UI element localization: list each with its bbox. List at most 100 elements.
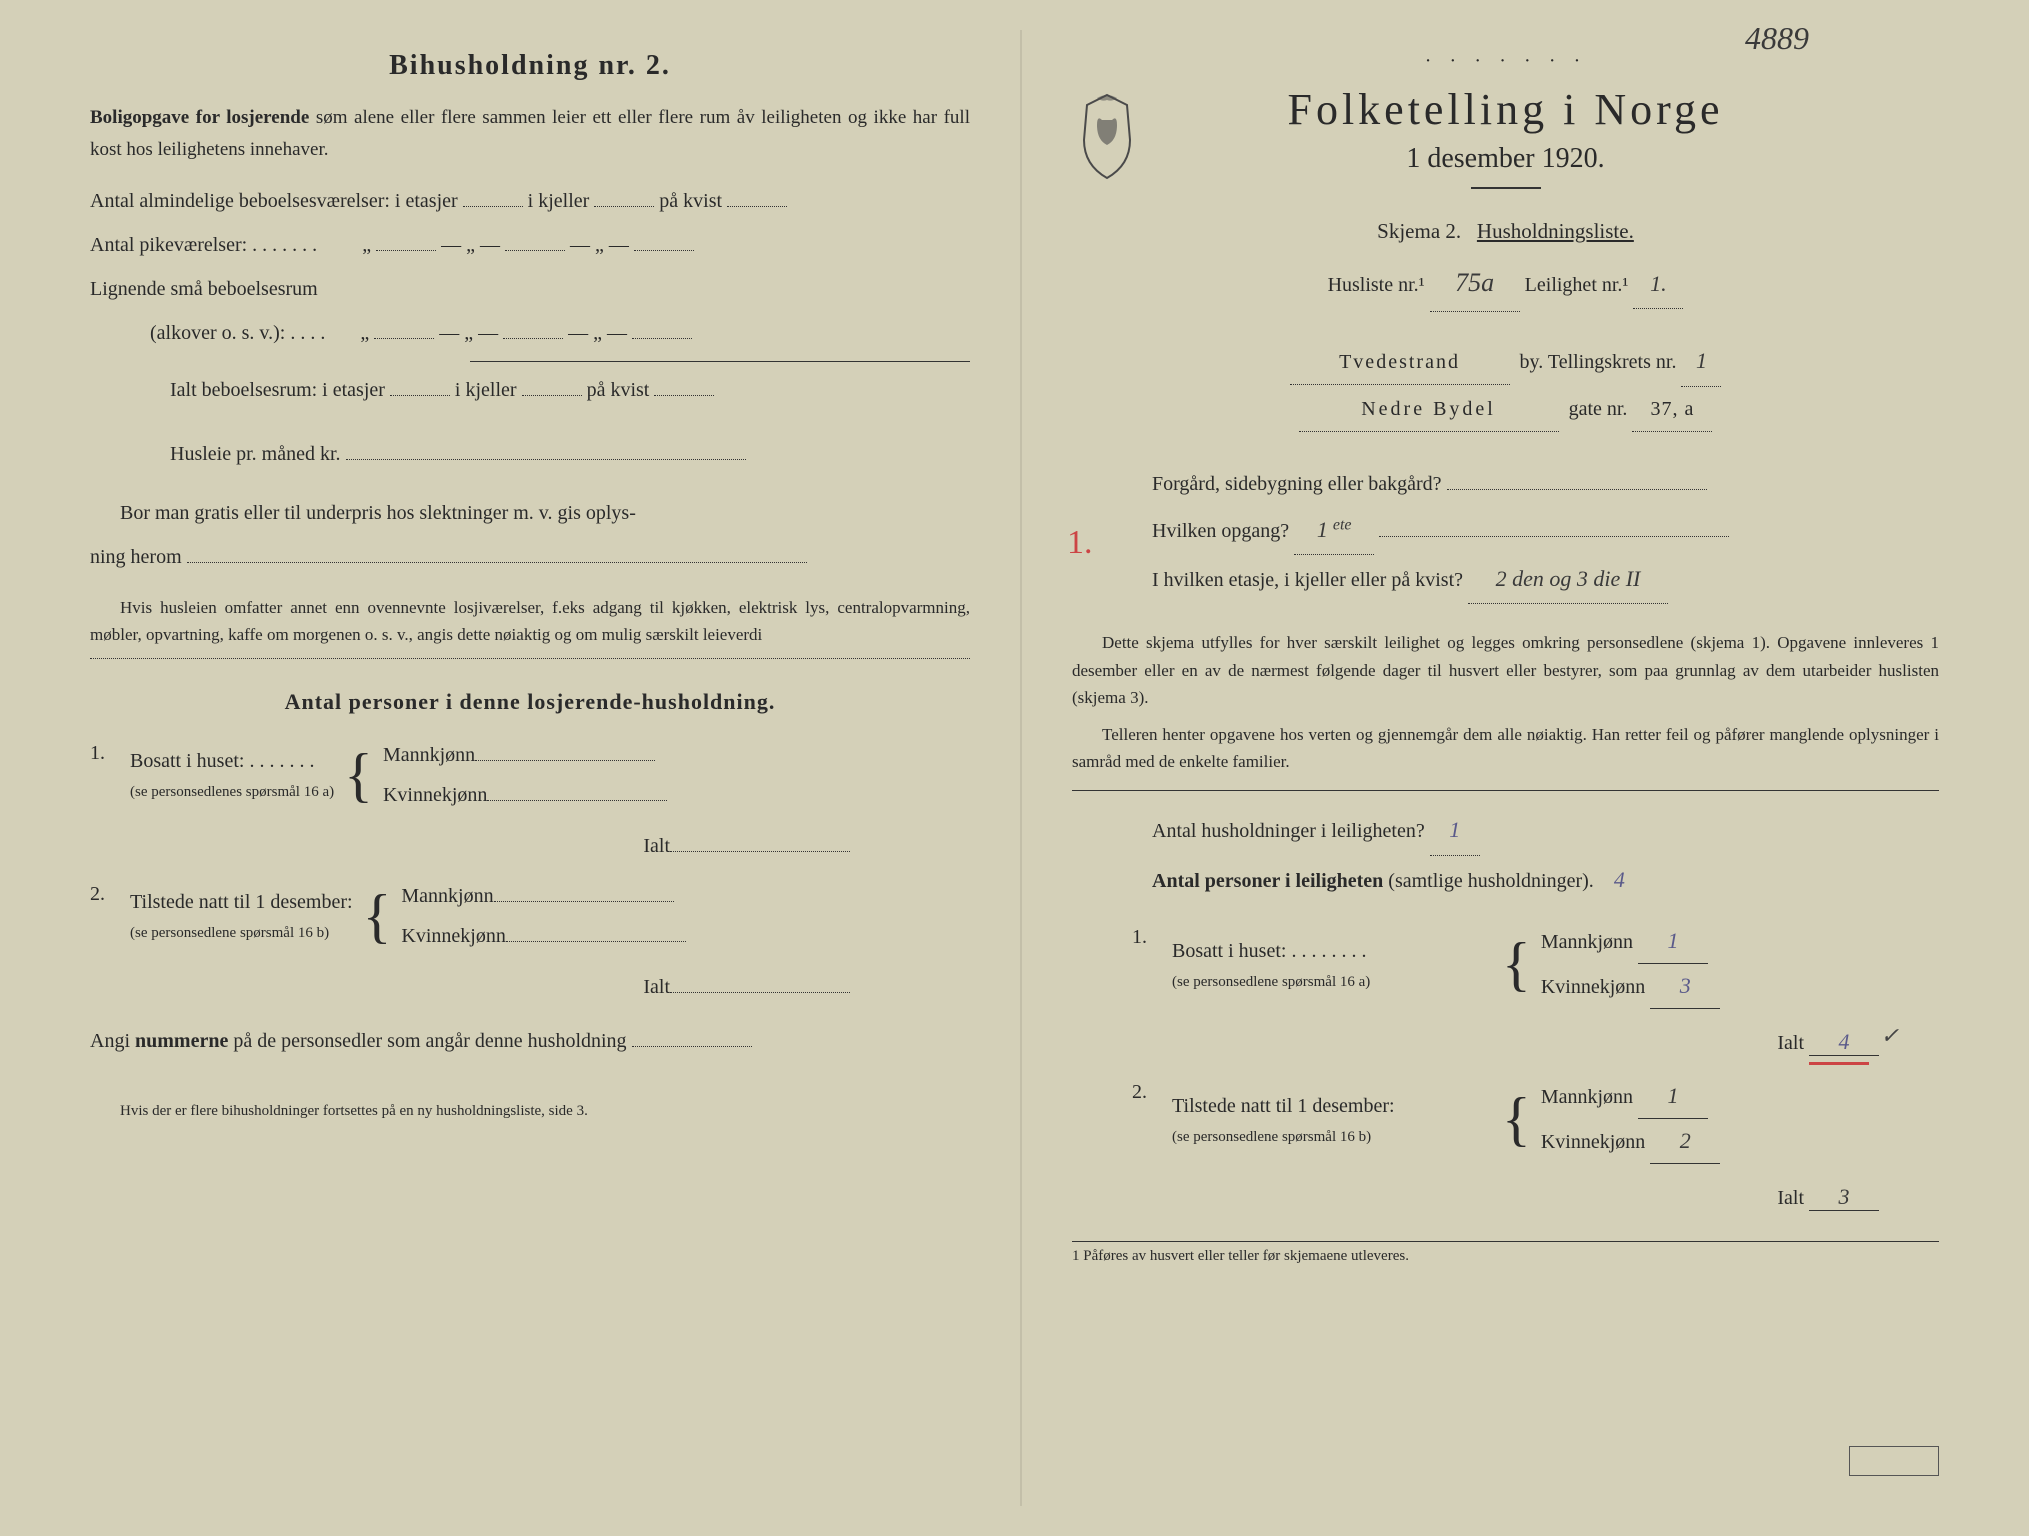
mann-blank-1 xyxy=(475,760,655,761)
r-ialt-num-1: 4 xyxy=(1839,1029,1850,1054)
item1-label: Bosatt i huset: . . . . . . . xyxy=(130,743,334,779)
forgard-label: Forgård, sidebygning eller bakgård? xyxy=(1152,473,1442,495)
kvinne-blank-2 xyxy=(506,941,686,942)
forgard-line: Forgård, sidebygning eller bakgård? xyxy=(1072,462,1939,506)
r-item2-label: Tilstede natt til 1 desember: xyxy=(1172,1088,1492,1124)
kvinne-blank-1 xyxy=(487,800,667,801)
brace-icon: { xyxy=(344,751,373,799)
kvinne-label-2: Kvinnekjønn xyxy=(401,925,505,947)
angi-line: Angi nummerne på de personsedler som ang… xyxy=(90,1019,970,1063)
intro-bold: Boligopgave for losjerende xyxy=(90,107,309,128)
lignende-blank1 xyxy=(374,338,434,339)
skjema-line: Skjema 2. Husholdningsliste. xyxy=(1072,219,1939,244)
left-item-2: 2. Tilstede natt til 1 desember: (se per… xyxy=(90,876,970,956)
left-footnote: Hvis der er flere bihusholdninger fortse… xyxy=(90,1103,970,1120)
antal-pers-label: Antal personer i leiligheten xyxy=(1152,870,1383,892)
opgang-value: 1 ete xyxy=(1294,506,1374,555)
r-mann-val-2: 1 xyxy=(1638,1074,1708,1119)
brace-icon: { xyxy=(363,892,392,940)
krets-value: 1 xyxy=(1681,337,1721,386)
gate-label: gate nr. xyxy=(1569,398,1628,420)
husleie-blank xyxy=(346,459,746,460)
opgang-blank xyxy=(1379,536,1729,537)
left-page: Bihusholdning nr. 2. Boligopgave for los… xyxy=(40,30,1022,1506)
kvist-label: på kvist xyxy=(659,190,722,212)
instructions-2: Telleren henter opgavene hos verten og g… xyxy=(1072,721,1939,775)
angi-bold: nummerne xyxy=(135,1030,228,1052)
leilighet-label: Leilighet nr.¹ xyxy=(1525,274,1629,296)
r-item-number-1: 1. xyxy=(1132,919,1172,1009)
ialt-rooms-line: Ialt beboelsesrum: i etasjer i kjeller p… xyxy=(90,368,970,412)
husleie-label: Husleie pr. måned kr. xyxy=(170,443,341,465)
ialt-label-1: Ialt xyxy=(643,835,670,857)
antal-personer-heading: Antal personer i denne losjerende-hushol… xyxy=(90,689,970,715)
rooms-label: Antal almindelige beboelsesværelser: i e… xyxy=(90,190,458,212)
gratis-label: Bor man gratis eller til underpris hos s… xyxy=(90,502,636,524)
opgang-hw1: 1 xyxy=(1317,517,1328,542)
pike-label: Antal pikeværelser: . . . . . . . xyxy=(90,234,317,256)
r-ialt-label-1: Ialt xyxy=(1777,1032,1804,1054)
leilighet-value: 1. xyxy=(1633,260,1683,309)
instructions-1: Dette skjema utfylles for hver særskilt … xyxy=(1072,629,1939,711)
kvinne-label-1: Kvinnekjønn xyxy=(383,784,487,806)
r-item1-sub: (se personsedlene spørsmål 16 a) xyxy=(1172,969,1492,996)
gate-value: Nedre Bydel xyxy=(1299,387,1559,432)
kjeller-label: i kjeller xyxy=(528,190,590,212)
kjeller-blank xyxy=(594,206,654,207)
antal-pers-value: 4 xyxy=(1614,867,1625,892)
etasjer-blank xyxy=(463,206,523,207)
opgang-hw2: ete xyxy=(1333,516,1352,533)
ialt-blank-2 xyxy=(670,992,850,993)
husliste-value: 75a xyxy=(1430,254,1520,312)
angi-blank xyxy=(632,1046,752,1047)
item2-label: Tilstede natt til 1 desember: xyxy=(130,884,353,920)
r-ialt-val-2: 3 xyxy=(1809,1184,1879,1211)
census-title: Folketelling i Norge xyxy=(1072,84,1939,135)
ialt-2: Ialt xyxy=(90,976,970,999)
fine-print-underline xyxy=(90,658,970,659)
husholdningsliste-label: Husholdningsliste. xyxy=(1477,219,1634,243)
mann-label-2: Mannkjønn xyxy=(401,885,493,907)
by-label: by. Tellingskrets nr. xyxy=(1520,351,1677,373)
gate-line: Nedre Bydel gate nr. 37, a xyxy=(1072,387,1939,432)
right-item-1: 1. Bosatt i huset: . . . . . . . . (se p… xyxy=(1072,919,1939,1009)
right-item-2: 2. Tilstede natt til 1 desember: (se per… xyxy=(1072,1074,1939,1164)
ialt-etasjer xyxy=(390,395,450,396)
pike-blank2 xyxy=(505,250,565,251)
item-number-2: 2. xyxy=(90,876,130,956)
title-rule xyxy=(1471,187,1541,189)
etasje-line: I hvilken etasje, i kjeller eller på kvi… xyxy=(1072,555,1939,604)
husliste-line: Husliste nr.¹ 75a Leilighet nr.¹ 1. xyxy=(1072,254,1939,312)
etasje-label: I hvilken etasje, i kjeller eller på kvi… xyxy=(1152,569,1463,591)
by-line: Tvedestrand by. Tellingskrets nr. 1 xyxy=(1072,337,1939,386)
flourish-top: ˙ ˙ ˙ ˙ ˙ ˙ ˙ xyxy=(1072,54,1939,80)
census-date: 1 desember 1920. xyxy=(1072,143,1939,175)
lignende-line: Lignende små beboelsesrum (alkover o. s.… xyxy=(90,267,970,355)
r-mann-label-2: Mannkjønn xyxy=(1541,1086,1633,1108)
by-value: Tvedestrand xyxy=(1290,340,1510,385)
antal-hush-line: Antal husholdninger i leiligheten? 1 xyxy=(1072,806,1939,855)
mann-blank-2 xyxy=(494,901,674,902)
antal-hush-value: 1 xyxy=(1430,806,1480,855)
r-item-number-2: 2. xyxy=(1132,1074,1172,1164)
left-item-1: 1. Bosatt i huset: . . . . . . . (se per… xyxy=(90,735,970,815)
lignende-blank3 xyxy=(632,338,692,339)
item2-sub: (se personsedlene spørsmål 16 b) xyxy=(130,920,353,947)
r-mann-val-1: 1 xyxy=(1638,919,1708,964)
ialt-label-2: Ialt xyxy=(643,976,670,998)
pike-line: Antal pikeværelser: . . . . . . . „ — „ … xyxy=(90,223,970,267)
ialt-kvist: på kvist xyxy=(587,379,650,401)
r-ialt-1: Ialt 4 ✓ xyxy=(1072,1029,1939,1056)
lignende-blank2 xyxy=(503,338,563,339)
pike-blank3 xyxy=(634,250,694,251)
antal-pers-line: Antal personer i leiligheten (samtlige h… xyxy=(1072,856,1939,904)
r-item1-label: Bosatt i huset: . . . . . . . . xyxy=(1172,933,1492,969)
checkmark-icon: ✓ xyxy=(1881,1023,1899,1049)
item1-sub: (se personsedlenes spørsmål 16 a) xyxy=(130,779,334,806)
ialt-label: Ialt beboelsesrum: i etasjer xyxy=(170,379,385,401)
r-mann-label-1: Mannkjønn xyxy=(1541,931,1633,953)
item-number-1: 1. xyxy=(90,735,130,815)
fine-print-husleie: Hvis husleien omfatter annet enn ovennev… xyxy=(90,594,970,648)
ialt-kjeller: i kjeller xyxy=(455,379,517,401)
r-item2-sub: (se personsedlene spørsmål 16 b) xyxy=(1172,1124,1492,1151)
